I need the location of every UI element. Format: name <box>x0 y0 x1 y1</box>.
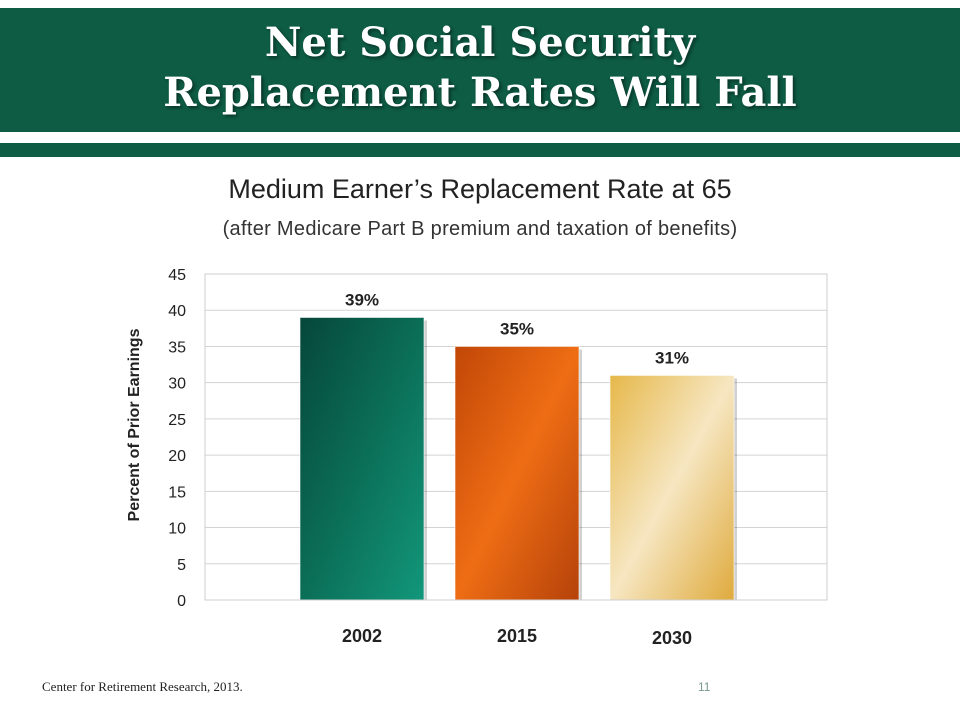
slide-title-line-2: Replacement Rates Will Fall <box>163 69 797 116</box>
bar-2002 <box>299 316 425 601</box>
title-banner <box>0 8 960 132</box>
chart-subtitle: (after Medicare Part B premium and taxat… <box>222 218 738 240</box>
y-axis-label: Percent of Prior Earnings <box>126 328 143 521</box>
bars <box>299 316 737 601</box>
y-tick-label: 25 <box>168 412 186 429</box>
slide-title: Net Social Security Replacement Rates Wi… <box>0 18 960 118</box>
y-axis-ticks: 0 5 10 15 20 25 30 35 40 45 <box>168 267 186 610</box>
y-tick-label: 0 <box>177 593 186 610</box>
bar-2015 <box>454 345 580 601</box>
y-tick-label: 15 <box>168 484 186 501</box>
x-axis-categories: 2002 2015 2030 <box>342 626 692 648</box>
y-tick-label: 45 <box>168 267 186 284</box>
slide-title-line-1: Net Social Security <box>264 19 696 66</box>
y-tick-label: 30 <box>168 376 186 393</box>
x-tick-label-2002: 2002 <box>342 626 382 646</box>
x-tick-label-2030: 2030 <box>652 628 692 648</box>
y-tick-label: 5 <box>177 557 186 574</box>
page-number: 11 <box>698 680 711 694</box>
source-citation: Center for Retirement Research, 2013. <box>42 679 243 694</box>
y-tick-label: 20 <box>168 448 186 465</box>
y-tick-label: 10 <box>168 521 186 538</box>
plot-frame <box>204 273 828 601</box>
y-tick-label: 40 <box>168 303 186 320</box>
bar-2030 <box>609 374 735 601</box>
chart-title: Medium Earner’s Replacement Rate at 65 <box>228 174 732 204</box>
data-label-2015: 35% <box>500 319 534 338</box>
banner-stripe <box>0 143 960 157</box>
data-label-2030: 31% <box>655 348 689 367</box>
y-tick-label: 35 <box>168 339 186 356</box>
data-labels: 39% 35% 31% <box>345 290 689 367</box>
data-label-2002: 39% <box>345 290 379 309</box>
x-tick-label-2015: 2015 <box>497 626 537 646</box>
